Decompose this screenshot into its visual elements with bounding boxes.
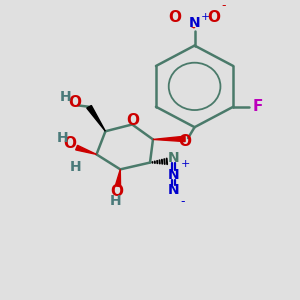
Text: O: O [126, 113, 139, 128]
Text: H: H [56, 131, 68, 145]
Text: O: O [169, 10, 182, 25]
Text: H: H [70, 160, 82, 174]
Text: O: O [63, 136, 76, 151]
Text: F: F [253, 99, 263, 114]
Polygon shape [76, 145, 97, 154]
Polygon shape [153, 136, 185, 142]
Text: H: H [110, 194, 122, 208]
Polygon shape [87, 106, 105, 131]
Text: -: - [180, 195, 185, 208]
Text: O: O [110, 184, 123, 199]
Text: O: O [178, 134, 192, 149]
Polygon shape [115, 169, 121, 187]
Text: N: N [168, 183, 180, 197]
Text: -: - [221, 0, 226, 12]
Text: N: N [189, 16, 200, 30]
Text: H: H [59, 90, 71, 104]
Text: O: O [69, 95, 82, 110]
Text: N: N [168, 168, 180, 182]
Text: N: N [168, 152, 180, 166]
Text: +: + [180, 159, 190, 169]
Text: +: + [201, 12, 211, 22]
Text: O: O [208, 10, 220, 25]
